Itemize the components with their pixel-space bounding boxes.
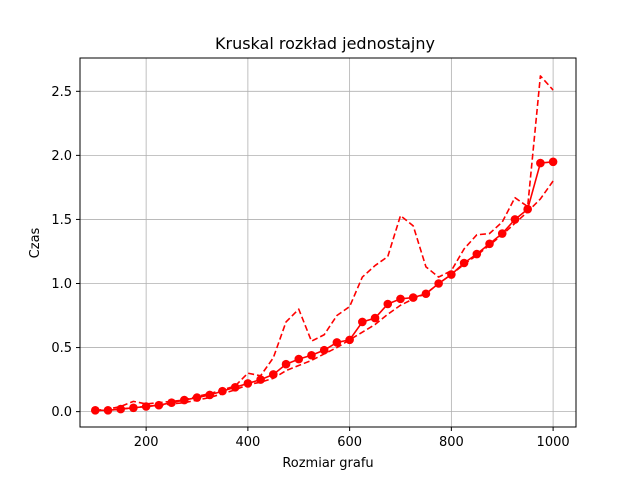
x-tick-label: 800 <box>439 435 464 450</box>
data-point <box>548 157 558 167</box>
x-axis-label: Rozmiar grafu <box>282 456 373 471</box>
data-point <box>408 293 418 302</box>
series-line-dashed-upper <box>95 75 554 412</box>
data-point <box>523 204 532 214</box>
data-point <box>332 338 342 347</box>
series-line-dashed-lower <box>95 180 554 412</box>
x-tick-label: 1000 <box>537 435 570 450</box>
data-point <box>536 158 545 168</box>
data-point <box>383 299 393 309</box>
y-tick-label: 1.0 <box>51 277 72 292</box>
data-point <box>167 398 176 407</box>
data-point <box>319 345 329 355</box>
data-point <box>358 317 367 327</box>
chart-title: Kruskal rozkład jednostajny <box>215 34 435 53</box>
x-tick-label: 400 <box>235 435 260 450</box>
y-tick-label: 2.0 <box>51 149 72 164</box>
data-point <box>294 354 304 364</box>
data-point <box>396 294 405 304</box>
plot-area <box>90 75 558 415</box>
y-tick-label: 1.5 <box>51 213 72 228</box>
series-line-mean <box>95 160 554 412</box>
data-point <box>459 258 469 268</box>
x-tick-label: 600 <box>337 435 362 450</box>
y-tick-label: 0.5 <box>51 341 72 356</box>
plot-frame <box>79 57 577 428</box>
data-point <box>281 359 291 369</box>
y-axis-label: Czas <box>28 227 43 258</box>
grid <box>80 58 576 427</box>
data-point <box>370 313 380 323</box>
data-point <box>345 335 354 345</box>
x-tick-label: 200 <box>134 435 159 450</box>
data-point <box>256 375 265 384</box>
y-tick-label: 2.5 <box>51 85 72 100</box>
axes-ticks: 200 400 600 800 1000 0.0 0.5 1.0 1.5 2.0 2.5 <box>51 85 569 450</box>
y-tick-label: 0.0 <box>51 405 72 420</box>
data-point <box>307 350 316 360</box>
